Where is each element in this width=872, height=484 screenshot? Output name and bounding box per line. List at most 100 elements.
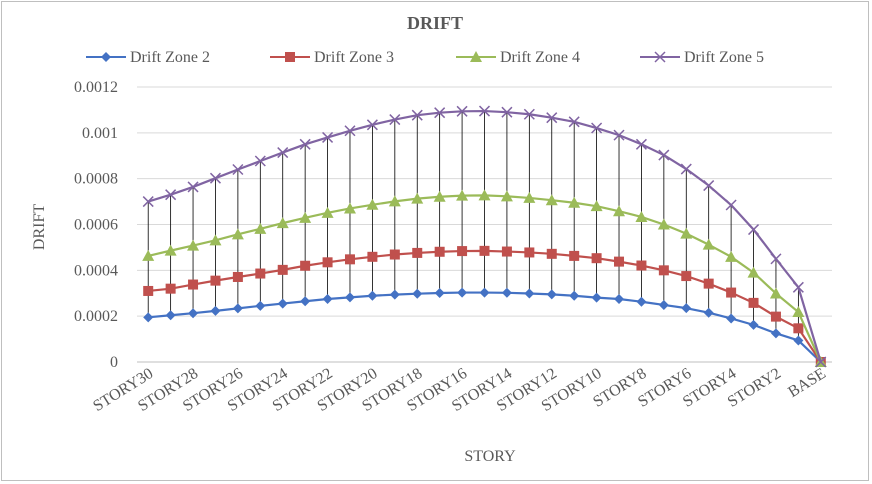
marker-square: [501, 246, 512, 257]
y-tick-label: 0.0008: [74, 171, 118, 188]
marker-triangle: [456, 189, 469, 201]
marker-x: [770, 253, 782, 265]
marker-x: [299, 138, 311, 150]
marker-square: [210, 275, 221, 286]
marker-x: [277, 147, 289, 159]
marker-triangle: [142, 249, 155, 261]
legend-label: Drift Zone 2: [130, 49, 210, 66]
marker-diamond: [658, 299, 669, 310]
marker-triangle: [478, 189, 491, 201]
marker-x: [344, 125, 356, 137]
y-tick-label: 0.0006: [74, 217, 118, 234]
marker-triangle: [590, 200, 603, 212]
marker-x: [568, 116, 580, 128]
marker-triangle: [411, 192, 424, 204]
marker-square: [165, 283, 176, 294]
chart-title: DRIFT: [407, 13, 463, 33]
series-group: [142, 105, 827, 368]
marker-x: [748, 224, 760, 236]
marker-square: [143, 285, 154, 296]
marker-diamond: [210, 305, 221, 316]
marker-diamond: [300, 296, 311, 307]
marker-x: [635, 138, 647, 150]
marker-diamond: [101, 52, 111, 62]
marker-triangle: [164, 244, 177, 256]
marker-square: [434, 246, 445, 257]
marker-x: [792, 281, 804, 293]
marker-x: [322, 131, 334, 143]
marker-x: [613, 129, 625, 141]
marker-square: [614, 256, 625, 267]
marker-square: [277, 264, 288, 275]
marker-diamond: [614, 293, 625, 304]
marker-square: [322, 257, 333, 268]
marker-diamond: [389, 289, 400, 300]
y-tick-label: 0.001: [82, 125, 118, 142]
marker-triangle: [433, 190, 446, 202]
marker-triangle: [231, 228, 244, 240]
marker-square: [793, 323, 804, 334]
marker-square: [591, 253, 602, 264]
marker-x: [546, 112, 558, 124]
marker-diamond: [188, 308, 199, 319]
marker-x: [232, 163, 244, 176]
marker-square: [412, 247, 423, 258]
marker-diamond: [591, 292, 602, 303]
marker-square: [344, 254, 355, 265]
legend-label: Drift Zone 3: [314, 49, 394, 66]
marker-diamond: [322, 293, 333, 304]
marker-triangle: [470, 51, 482, 62]
marker-x: [411, 109, 423, 121]
marker-x: [165, 189, 177, 201]
marker-square: [636, 260, 647, 271]
marker-diamond: [434, 288, 445, 299]
marker-triangle: [523, 191, 536, 203]
y-tick-label: 0.0004: [74, 262, 118, 279]
marker-triangle: [725, 250, 738, 262]
marker-triangle: [187, 239, 200, 251]
x-tick-label: BASE: [785, 365, 829, 401]
marker-square: [300, 260, 311, 271]
marker-triangle: [299, 211, 312, 223]
marker-x: [434, 107, 446, 119]
marker-triangle: [366, 198, 379, 210]
legend-label: Drift Zone 4: [500, 49, 580, 66]
legend-label: Drift Zone 5: [684, 49, 764, 66]
marker-triangle: [568, 196, 581, 208]
marker-square: [389, 249, 400, 260]
marker-x: [591, 122, 603, 134]
marker-x: [142, 196, 154, 208]
y-axis-label: DRIFT: [31, 204, 48, 250]
marker-triangle: [680, 227, 693, 239]
marker-x: [187, 181, 199, 193]
marker-diamond: [793, 335, 804, 346]
marker-diamond: [524, 288, 535, 299]
marker-square: [479, 245, 490, 256]
marker-diamond: [501, 287, 512, 298]
marker-diamond: [457, 287, 468, 298]
marker-square: [726, 287, 737, 298]
marker-x: [680, 163, 692, 175]
marker-x: [658, 149, 670, 161]
marker-diamond: [569, 290, 580, 301]
marker-diamond: [367, 290, 378, 301]
marker-x: [815, 356, 827, 368]
y-tick-label: 0.0012: [74, 79, 118, 96]
series-1: [143, 287, 826, 367]
marker-triangle: [500, 190, 513, 202]
marker-square: [681, 271, 692, 282]
marker-x: [478, 105, 491, 117]
marker-diamond: [546, 289, 557, 300]
marker-triangle: [545, 194, 558, 206]
marker-diamond: [748, 319, 759, 330]
marker-diamond: [636, 296, 647, 307]
marker-x: [366, 119, 378, 131]
marker-square: [285, 52, 295, 62]
x-axis-label: STORY: [464, 448, 516, 465]
series-2: [143, 245, 826, 367]
marker-diamond: [681, 303, 692, 314]
marker-x: [254, 155, 266, 167]
marker-diamond: [277, 298, 288, 309]
marker-square: [569, 250, 580, 261]
